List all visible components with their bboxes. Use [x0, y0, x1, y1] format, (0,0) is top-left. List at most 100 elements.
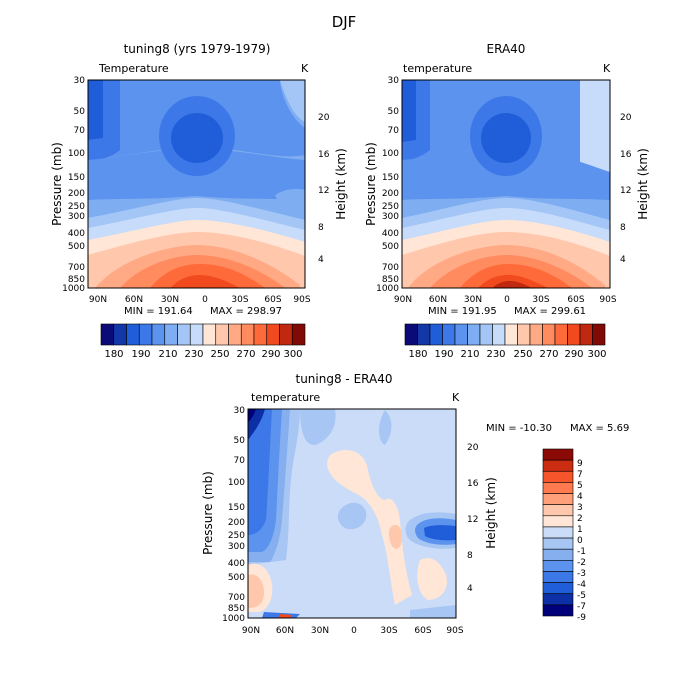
height-tick: 20 — [467, 443, 479, 453]
colorbar-label: -3 — [577, 569, 586, 579]
x-tick: 30N — [464, 295, 482, 305]
y-tick: 100 — [228, 478, 245, 488]
x-tick: 30N — [311, 626, 329, 636]
panel-title: tuning8 - ERA40 — [296, 372, 393, 386]
colorbar-label: -2 — [577, 558, 586, 568]
y-tick: 50 — [74, 107, 86, 117]
y-tick: 500 — [68, 242, 85, 252]
colorbar — [100, 323, 306, 346]
max-value: MAX = 298.97 — [210, 306, 282, 317]
x-tick: 90S — [293, 295, 310, 305]
colorbar-label: 250 — [513, 349, 532, 360]
colorbar-swatch — [542, 526, 574, 539]
height-tick: 12 — [620, 186, 631, 196]
y-tick: 200 — [68, 189, 85, 199]
band-neg7-neg9 — [248, 409, 256, 422]
y-tick: 300 — [68, 212, 85, 222]
y-tick: 70 — [74, 126, 86, 136]
colorbar-label: 180 — [408, 349, 427, 360]
y-tick: 700 — [382, 263, 399, 273]
band-180-190-core — [481, 113, 531, 163]
y-tick: 1000 — [62, 284, 85, 294]
y-tick: 30 — [74, 76, 86, 86]
height-axis-ticks: 20 16 12 8 4 — [620, 113, 632, 265]
y-tick: 70 — [388, 126, 400, 136]
colorbar-swatch — [467, 323, 481, 346]
band-5-bottom — [278, 614, 292, 618]
y-tick: 300 — [382, 212, 399, 222]
y-axis-ticks: 30 50 70 100 150 200 250 300 400 500 700… — [62, 76, 85, 294]
y-axis-ticks: 30 50 70 100 150 200 250 300 400 500 700… — [222, 406, 245, 624]
max-value: MAX = 299.61 — [514, 306, 586, 317]
colorbar-label: 210 — [158, 349, 177, 360]
y-tick: 50 — [388, 107, 400, 117]
height-tick: 4 — [467, 584, 473, 594]
colorbar-label: 230 — [486, 349, 505, 360]
colorbar-swatch — [542, 448, 574, 461]
y-tick: 150 — [228, 503, 245, 513]
plot-frame — [87, 79, 306, 289]
height-tick: 8 — [620, 223, 626, 233]
y-tick: 700 — [68, 263, 85, 273]
colorbar-label: 290 — [261, 349, 280, 360]
height-tick: 20 — [620, 113, 632, 123]
colorbar-swatch — [592, 323, 606, 346]
y-tick: 30 — [234, 406, 246, 416]
colorbar-swatch — [266, 323, 280, 346]
colorbar-label: -1 — [577, 547, 586, 557]
colorbar-swatch — [542, 470, 574, 483]
colorbar-swatch — [542, 604, 574, 617]
height-axis-label: Height (km) — [334, 148, 348, 219]
colorbar-label: -5 — [577, 591, 586, 601]
colorbar-swatch — [579, 323, 593, 346]
band-1-2 — [388, 524, 403, 549]
colorbar-swatch — [542, 459, 574, 472]
band-1-2-polar — [248, 574, 264, 608]
max-value: MAX = 5.69 — [570, 423, 629, 434]
x-axis-ticks: 90N 60N 30N 0 30S 60S 90S — [242, 626, 464, 636]
y-axis-label: Pressure (mb) — [201, 471, 215, 555]
colorbar-label: 300 — [587, 349, 606, 360]
y-axis-label: Pressure (mb) — [364, 142, 378, 226]
variable-label: Temperature — [98, 62, 169, 75]
colorbar-label: 1 — [577, 525, 583, 535]
y-tick: 1000 — [222, 614, 245, 624]
colorbar-swatch — [542, 515, 574, 528]
x-tick: 60S — [264, 295, 281, 305]
colorbar-labels: 180 190 210 230 250 270 290 300 — [408, 349, 606, 360]
colorbar — [542, 448, 574, 617]
panel-title: ERA40 — [487, 42, 526, 56]
y-tick: 300 — [228, 542, 245, 552]
height-tick: 4 — [318, 255, 324, 265]
x-tick: 60S — [414, 626, 431, 636]
y-tick: 250 — [68, 202, 85, 212]
height-tick: 12 — [467, 515, 478, 525]
panel-difference: tuning8 - ERA40 temperature K — [201, 372, 629, 636]
y-tick: 400 — [382, 229, 399, 239]
colorbar-swatch — [504, 323, 518, 346]
colorbar-swatch — [177, 323, 191, 346]
colorbar-swatch — [189, 323, 204, 346]
band-neg1-top-south — [378, 410, 392, 445]
height-tick: 16 — [620, 150, 632, 160]
colorbar-label: 5 — [577, 481, 583, 491]
height-tick: 16 — [318, 150, 330, 160]
min-value: MIN = 191.64 — [124, 306, 193, 317]
colorbar-swatch — [253, 323, 268, 346]
band-neg1-bottom — [410, 605, 456, 618]
y-tick: 400 — [228, 559, 245, 569]
colorbar-label: 7 — [577, 470, 583, 480]
x-tick: 30S — [532, 295, 549, 305]
band-180-190-core — [171, 113, 223, 163]
min-value: MIN = 191.95 — [428, 306, 497, 317]
x-axis-ticks: 90N 60N 30N 0 30S 60S 90S — [89, 295, 311, 305]
x-tick: 30S — [380, 626, 397, 636]
y-tick: 500 — [228, 573, 245, 583]
colorbar-label: 190 — [434, 349, 453, 360]
colorbar-label: 250 — [210, 349, 229, 360]
colorbar-label: 300 — [283, 349, 302, 360]
colorbar-swatch — [202, 323, 217, 346]
height-tick: 12 — [318, 186, 329, 196]
contour-field — [248, 409, 456, 618]
